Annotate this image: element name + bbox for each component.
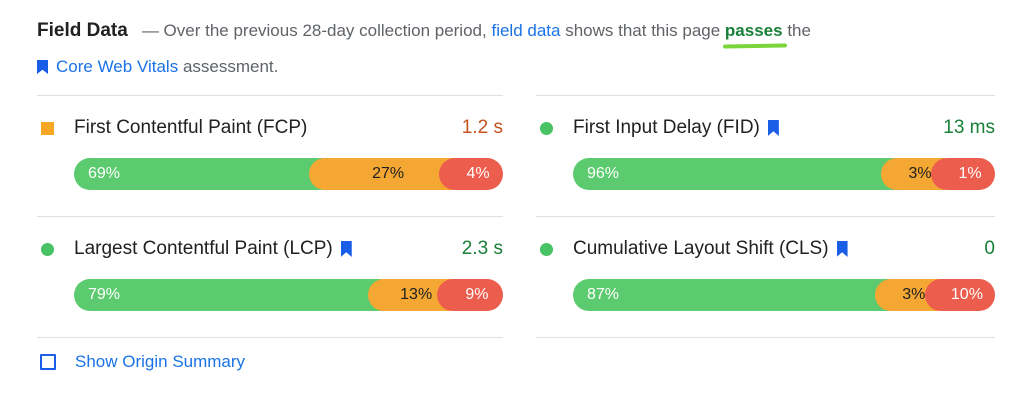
- summary-line-2: Core Web Vitals assessment.: [37, 54, 997, 80]
- bookmark-icon: [767, 120, 779, 136]
- divider: [536, 216, 995, 217]
- summary-text-middle: shows that this page: [565, 21, 721, 40]
- origin-summary-label[interactable]: Show Origin Summary: [75, 352, 246, 371]
- distribution-bar: 87% 3% 10%: [573, 279, 995, 311]
- metric-value: 0: [984, 238, 995, 259]
- summary-text-after: the: [787, 21, 811, 40]
- metric-header: Cumulative Layout Shift (CLS) 0: [536, 235, 995, 263]
- distribution-bar: 79% 13% 9%: [74, 279, 503, 311]
- field-data-link[interactable]: field data: [491, 21, 561, 40]
- segment-poor: 9%: [436, 279, 503, 311]
- metric-name: Largest Contentful Paint (LCP): [74, 238, 333, 259]
- good-circle-icon: [540, 121, 553, 135]
- metric-name: Cumulative Layout Shift (CLS): [573, 238, 829, 259]
- distribution-bar: 96% 3% 1%: [573, 158, 995, 190]
- segment-good: 79%: [74, 279, 382, 311]
- metric-cls: Cumulative Layout Shift (CLS) 0 87% 3% 1…: [536, 217, 995, 311]
- bookmark-icon: [340, 241, 352, 257]
- metric-header: First Contentful Paint (FCP) 1.2 s: [37, 114, 503, 142]
- origin-summary-checkbox[interactable]: [40, 354, 56, 370]
- metric-header: Largest Contentful Paint (LCP) 2.3 s: [37, 235, 503, 263]
- field-data-header: Field Data — Over the previous 28-day co…: [37, 20, 997, 80]
- segment-poor: 10%: [924, 279, 995, 311]
- metric-lcp: Largest Contentful Paint (LCP) 2.3 s 79%…: [37, 217, 503, 311]
- divider: [37, 216, 503, 217]
- metric-value: 1.2 s: [461, 117, 503, 138]
- segment-good: 87%: [573, 279, 889, 311]
- segment-good: 96%: [573, 158, 895, 190]
- metric-fcp: First Contentful Paint (FCP) 1.2 s 69% 2…: [37, 96, 503, 190]
- divider: [37, 337, 503, 338]
- distribution-bar: 69% 27% 4%: [74, 158, 503, 190]
- metric-value: 2.3 s: [461, 238, 503, 259]
- metric-fid: First Input Delay (FID) 13 ms 96% 3% 1%: [536, 96, 995, 190]
- core-web-vitals-link[interactable]: Core Web Vitals: [56, 57, 179, 76]
- assessment-text: assessment.: [182, 57, 279, 76]
- needs-improvement-square-icon: [41, 121, 54, 135]
- segment-poor: 1%: [931, 158, 995, 190]
- summary-text-before: Over the previous 28-day collection peri…: [163, 21, 487, 40]
- divider: [536, 337, 995, 338]
- passes-highlight: passes: [724, 21, 783, 40]
- metric-header: First Input Delay (FID) 13 ms: [536, 114, 995, 142]
- divider: [37, 95, 503, 96]
- section-title: Field Data: [37, 20, 128, 41]
- segment-poor: 4%: [439, 158, 503, 190]
- show-origin-summary-toggle[interactable]: Show Origin Summary: [40, 352, 245, 372]
- segment-needs-improvement: 27%: [309, 158, 453, 190]
- bookmark-icon: [836, 241, 848, 257]
- divider: [536, 95, 995, 96]
- metric-value: 13 ms: [943, 117, 995, 138]
- segment-good: 69%: [74, 158, 324, 190]
- bookmark-icon: [37, 60, 48, 74]
- metric-name: First Contentful Paint (FCP): [74, 117, 308, 138]
- dash: —: [141, 21, 159, 40]
- good-circle-icon: [41, 242, 54, 256]
- summary-line-1: Field Data — Over the previous 28-day co…: [37, 20, 997, 48]
- metric-name: First Input Delay (FID): [573, 117, 760, 138]
- good-circle-icon: [540, 242, 553, 256]
